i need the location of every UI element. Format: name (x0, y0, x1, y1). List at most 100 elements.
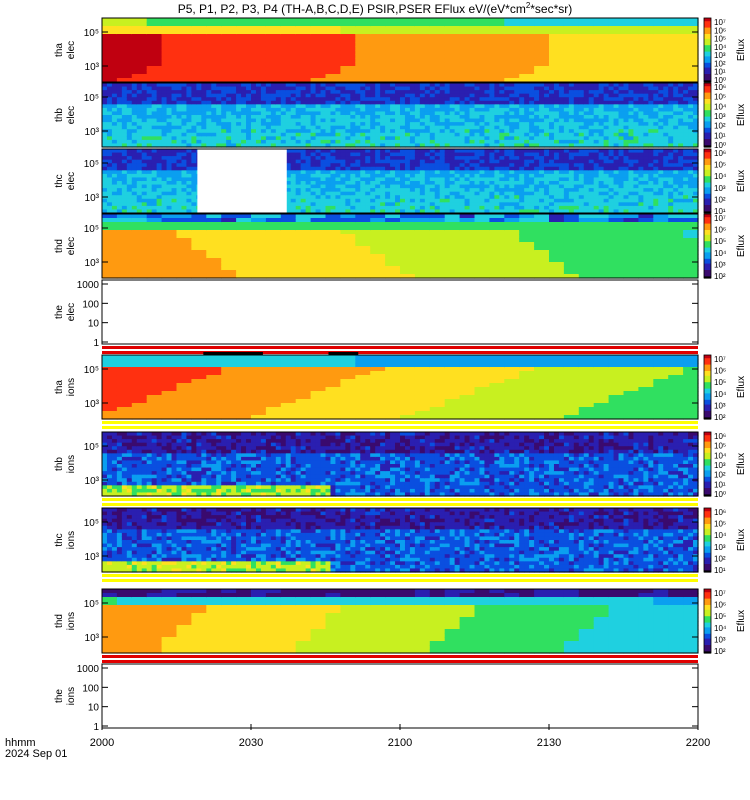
heat-cell (549, 118, 555, 123)
heat-cell (265, 70, 282, 75)
heat-cell (519, 139, 525, 145)
heat-cell (251, 97, 257, 102)
heat-cell (509, 181, 515, 186)
heat-cell (444, 83, 451, 88)
heat-cell (414, 111, 421, 116)
heat-cell (623, 184, 630, 189)
heat-cell (588, 198, 595, 203)
heat-cell (141, 118, 148, 123)
heat-cell (310, 195, 317, 200)
heat-cell (141, 97, 148, 102)
heat-cell (648, 93, 654, 98)
heat-cell (126, 115, 133, 120)
heat-cell (688, 125, 694, 130)
heat-cell (166, 118, 173, 123)
heat-cell (206, 30, 222, 35)
heat-cell (355, 122, 361, 127)
heat-cell (211, 111, 217, 116)
heat-cell (176, 93, 183, 98)
heat-cell (578, 38, 595, 43)
heat-cell (414, 54, 431, 59)
heat-cell (668, 97, 674, 102)
heat-cell (345, 97, 351, 102)
heat-cell (295, 152, 302, 157)
heat-cell (280, 46, 297, 51)
heat-cell (534, 184, 540, 189)
heat-cell (693, 111, 699, 116)
heat-cell (236, 26, 252, 31)
heat-cell (345, 86, 351, 91)
heat-cell (330, 191, 337, 196)
heat-cell (534, 46, 550, 51)
heat-cell (653, 152, 659, 157)
heat-cell (330, 111, 337, 116)
heat-cell (459, 78, 476, 83)
heat-cell (633, 83, 639, 88)
heat-cell (270, 86, 277, 91)
heat-cell (454, 149, 461, 154)
heat-cell (449, 166, 456, 171)
heat-cell (549, 42, 565, 47)
heat-cell (146, 198, 153, 203)
heat-cell (360, 97, 366, 102)
heat-cell (350, 115, 356, 120)
heat-cell (116, 156, 123, 161)
heat-cell (360, 125, 366, 130)
heat-cell (598, 156, 605, 161)
heat-cell (519, 83, 525, 88)
heat-cell (131, 66, 148, 71)
heat-cell (583, 149, 590, 154)
heat-cell (350, 177, 356, 182)
heat-cell (519, 125, 525, 130)
heat-cell (613, 195, 620, 200)
heat-cell (375, 181, 381, 186)
heat-cell (449, 188, 456, 193)
heat-cell (683, 26, 699, 31)
colorbar-swatch (704, 26, 711, 29)
heat-cell (186, 163, 192, 168)
heat-cell (683, 50, 699, 55)
heat-cell (111, 191, 118, 196)
heat-cell (246, 83, 252, 88)
heat-cell (335, 181, 341, 186)
heat-cell (539, 86, 545, 91)
heat-cell (265, 139, 272, 145)
heat-cell (504, 93, 510, 98)
heat-cell (618, 198, 625, 203)
heat-cell (166, 156, 173, 161)
heat-cell (141, 122, 148, 127)
heat-cell (106, 195, 113, 200)
colorbar-swatch (704, 132, 711, 135)
heat-cell (330, 156, 337, 161)
heat-cell (588, 83, 595, 88)
heat-cell (395, 149, 401, 154)
heat-cell (335, 149, 341, 154)
heat-cell (668, 42, 684, 47)
heat-cell (395, 139, 401, 145)
heat-cell (211, 118, 217, 123)
heat-cell (613, 184, 620, 189)
heat-cell (534, 115, 540, 120)
heat-cell (459, 115, 466, 120)
heat-cell (553, 111, 560, 116)
heat-cell (549, 173, 555, 179)
heat-cell (116, 188, 123, 193)
heat-cell (161, 159, 168, 164)
heat-cell (539, 152, 545, 157)
heat-cell (325, 93, 332, 98)
heat-cell (320, 195, 327, 200)
heat-cell (186, 90, 192, 95)
heat-cell (360, 129, 366, 134)
heat-cell (568, 163, 575, 168)
heat-cell (499, 125, 505, 130)
heat-cell (370, 62, 386, 67)
heat-cell (236, 136, 242, 141)
heat-cell (131, 177, 138, 182)
heat-cell (578, 132, 585, 137)
heat-cell (663, 118, 669, 123)
heat-cell (588, 143, 595, 148)
heat-cell (494, 100, 500, 105)
heat-cell (444, 166, 451, 171)
heat-cell (608, 78, 625, 83)
heat-cell (504, 86, 510, 91)
